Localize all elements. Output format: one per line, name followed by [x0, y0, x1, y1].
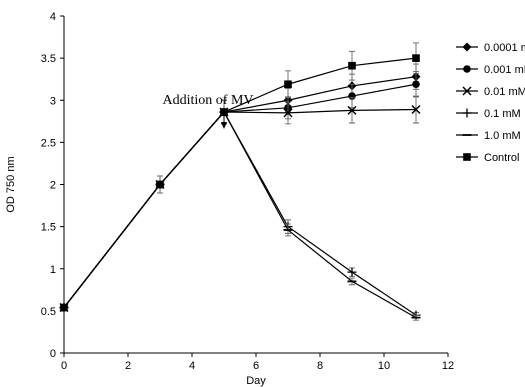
legend-item: 0.1 mM [456, 108, 521, 120]
data-point [60, 303, 68, 312]
data-point [412, 54, 420, 62]
y-tick-label: 0.5 [41, 306, 56, 318]
y-tick-label: 1 [50, 264, 56, 276]
legend-marker [462, 86, 472, 96]
annotation: Addition of MV [163, 93, 254, 129]
legend-label: 0.001 mM [484, 64, 525, 76]
y-ticks: 0 0.5 1 1.5 2 2.5 3 3.5 4 [41, 11, 64, 360]
y-tick-label: 3.5 [41, 53, 56, 65]
legend-item: 0.01 mM [456, 86, 525, 98]
x-axis-title: Day [246, 375, 266, 387]
series-line [63, 83, 417, 308]
legend-marker [463, 153, 471, 161]
series-line [63, 57, 417, 308]
x-tick-label: 8 [317, 360, 323, 372]
x-tick-label: 10 [378, 360, 390, 372]
data-point [348, 61, 356, 70]
legend-marker [463, 65, 471, 73]
x-tick-label: 4 [189, 360, 195, 372]
data-point [412, 80, 420, 89]
annotation-text: Addition of MV [163, 93, 254, 108]
legend-marker [462, 108, 472, 118]
data-point [283, 108, 293, 118]
legend-label: 0.0001 mM [484, 42, 525, 54]
legend-label: 0.01 mM [484, 86, 525, 98]
data-point [284, 80, 292, 89]
legend: 0.0001 mM 0.001 mM 0.01 mM 0.1 mM 1.0 mM Cont… [456, 42, 525, 164]
x-tick-label: 12 [442, 360, 454, 372]
series-3 [59, 95, 421, 313]
annotation-arrow-head [221, 122, 227, 129]
series-5 [59, 99, 421, 321]
series-line [63, 108, 417, 308]
legend-item: 0.001 mM [456, 64, 525, 76]
x-tick-label: 6 [253, 360, 259, 372]
y-tick-label: 4 [50, 11, 56, 23]
data-point [411, 104, 421, 115]
y-tick-label: 2 [50, 180, 56, 192]
data-point [156, 180, 164, 189]
x-tick-label: 2 [125, 360, 131, 372]
legend-label: Control [484, 152, 519, 164]
legend-label: 0.1 mM [484, 108, 521, 120]
legend-item: 1.0 mM [456, 130, 521, 142]
y-axis-title: OD 750 nm [5, 156, 17, 212]
y-tick-label: 1.5 [41, 222, 56, 234]
data-point [347, 267, 357, 277]
y-tick-label: 3 [50, 95, 56, 107]
legend-item: 0.0001 mM [456, 42, 525, 54]
data-point [347, 105, 357, 115]
x-ticks: 0 2 4 6 8 10 12 [61, 353, 454, 372]
series-4 [59, 99, 421, 320]
series-layer [59, 42, 421, 321]
legend-item: Control [456, 152, 519, 164]
legend-label: 1.0 mM [484, 130, 521, 142]
series-line [63, 111, 417, 319]
y-tick-label: 2.5 [41, 137, 56, 149]
y-tick-label: 0 [50, 348, 56, 360]
x-tick-label: 0 [61, 360, 67, 372]
series-6 [60, 42, 420, 312]
legend-marker [462, 42, 472, 52]
